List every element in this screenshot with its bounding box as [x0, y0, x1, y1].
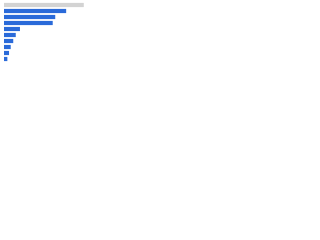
bar — [4, 26, 20, 32]
chart — [4, 2, 84, 62]
bar — [4, 20, 53, 26]
bar — [4, 50, 10, 56]
page: {"chart_data": {"type": "hbar", "categor… — [0, 0, 100, 71]
bar — [4, 8, 67, 14]
bar — [4, 44, 11, 50]
bar — [4, 38, 14, 44]
bar — [4, 2, 84, 8]
bar — [4, 14, 56, 20]
bar — [4, 56, 8, 62]
bar — [4, 32, 16, 38]
